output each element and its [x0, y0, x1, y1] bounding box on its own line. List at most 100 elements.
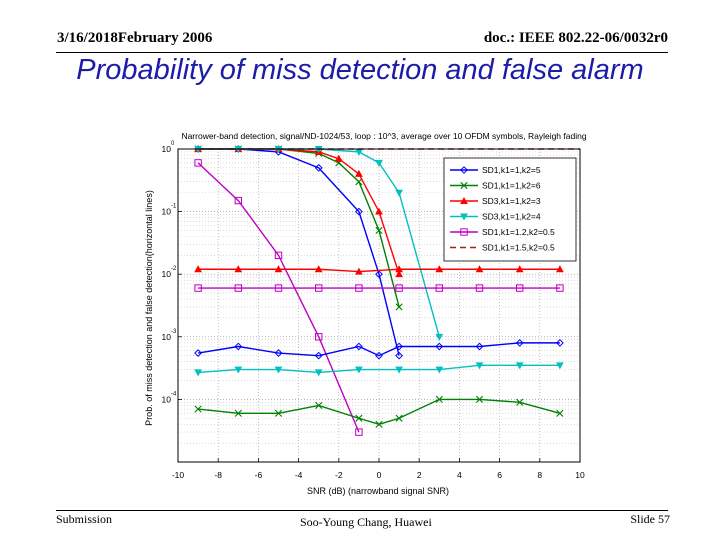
- data-point: [556, 284, 564, 292]
- header-date: 3/16/2018February 2006: [57, 30, 213, 46]
- data-point: [375, 420, 383, 428]
- legend-marker: [460, 213, 468, 221]
- data-point: [234, 284, 243, 292]
- series-line: [198, 364, 560, 374]
- data-point: [475, 284, 484, 292]
- data-point: [274, 409, 283, 417]
- legend-marker: [460, 228, 468, 236]
- data-point: [395, 270, 403, 278]
- x-tick-label: -8: [214, 470, 222, 480]
- data-point: [355, 414, 363, 422]
- data-point: [274, 349, 283, 357]
- data-point: [555, 338, 564, 347]
- data-point: [375, 226, 383, 235]
- data-point: [355, 169, 363, 177]
- legend-entry: SD3,k1=1,k2=4: [450, 212, 541, 222]
- data-point: [355, 178, 363, 186]
- footer-author: Soo-Young Chang, Huawei: [300, 515, 432, 529]
- chart-title: Narrower-band detection, signal/ND-1024/…: [181, 131, 586, 141]
- data-point: [314, 265, 323, 273]
- data-point: [395, 414, 403, 422]
- data-point: [515, 338, 524, 347]
- data-point: [395, 342, 404, 351]
- chart-legend: SD1,k1=1,k2=5 SD1,k1=1,k2=6 SD3,k1=1,k2=3 S…: [443, 157, 577, 262]
- data-point: [395, 265, 403, 273]
- data-point: [315, 333, 323, 341]
- legend-marker: [460, 181, 468, 190]
- data-point: [355, 428, 363, 436]
- data-point: [375, 207, 383, 215]
- data-point: [375, 351, 383, 360]
- data-point: [395, 189, 403, 197]
- data-point: [395, 303, 403, 311]
- series-9: [194, 284, 564, 292]
- data-point: [194, 369, 202, 377]
- legend-label: SD3,k1=1,k2=3: [482, 196, 541, 206]
- data-point: [194, 265, 202, 273]
- series-line: [197, 162, 360, 433]
- legend-marker: [460, 166, 468, 174]
- data-point: [435, 395, 443, 403]
- x-tick-label: -10: [172, 470, 185, 480]
- x-tick-label: 4: [457, 470, 462, 480]
- data-point: [355, 366, 363, 374]
- data-point: [556, 265, 564, 273]
- data-point: [515, 265, 524, 273]
- data-point: [556, 362, 564, 370]
- legend-entry: SD3,k1=1,k2=3: [450, 196, 541, 206]
- legend-label: SD1,k1=1.5,k2=0.5: [482, 243, 555, 253]
- series-7: [194, 362, 564, 377]
- y-axis-label: Prob. of miss detection and false detect…: [144, 190, 154, 426]
- data-point: [314, 351, 323, 360]
- data-point: [194, 159, 202, 167]
- series-10: [194, 395, 564, 428]
- legend-entry: SD1,k1=1.2,k2=0.5: [450, 227, 555, 237]
- data-point: [375, 159, 383, 167]
- data-point: [354, 207, 363, 216]
- x-tick-label: 2: [417, 470, 422, 480]
- y-tick-exponent: -2: [171, 266, 177, 272]
- legend-box: [443, 157, 577, 262]
- legend-entry: SD1,k1=1,k2=6: [450, 181, 541, 191]
- data-point: [234, 196, 243, 205]
- header-doc-id: doc.: IEEE 802.22-06/0032r0: [483, 30, 668, 46]
- y-tick-exponent: -4: [171, 391, 177, 397]
- y-tick-label: 10: [162, 144, 172, 154]
- x-tick-label: 0: [377, 470, 382, 480]
- series-line: [197, 342, 560, 357]
- x-tick-label: -4: [295, 470, 303, 480]
- data-point: [516, 284, 524, 292]
- data-point: [274, 251, 283, 260]
- data-point: [355, 267, 363, 275]
- data-point: [194, 284, 202, 292]
- series-line: [198, 268, 560, 273]
- series-6: [194, 338, 564, 360]
- data-point: [475, 342, 484, 351]
- data-point: [234, 265, 243, 273]
- legend-marker: [460, 196, 468, 204]
- y-tick-label: 10: [162, 332, 172, 342]
- y-tick-exponent: -3: [171, 329, 177, 335]
- data-point: [395, 284, 403, 292]
- data-point: [194, 405, 202, 413]
- data-point: [556, 409, 564, 417]
- x-tick-label: 6: [497, 470, 502, 480]
- x-tick-label: 10: [575, 470, 585, 480]
- x-tick-label: -6: [255, 470, 263, 480]
- data-point: [314, 369, 323, 377]
- y-tick-exponent: -1: [171, 204, 177, 210]
- y-tick-label: 10: [162, 394, 172, 404]
- legend-entry: SD1,k1=1.5,k2=0.5: [450, 243, 555, 253]
- x-tick-label: -2: [335, 470, 343, 480]
- data-point: [274, 284, 283, 292]
- data-point: [315, 401, 323, 410]
- data-point: [475, 362, 484, 370]
- data-point: [395, 351, 404, 360]
- data-point: [194, 349, 203, 357]
- data-point: [435, 284, 444, 292]
- data-point: [314, 163, 323, 172]
- data-point: [355, 284, 363, 292]
- legend-label: SD3,k1=1,k2=4: [482, 212, 541, 222]
- slide-title: Probability of miss detection and false …: [76, 54, 644, 86]
